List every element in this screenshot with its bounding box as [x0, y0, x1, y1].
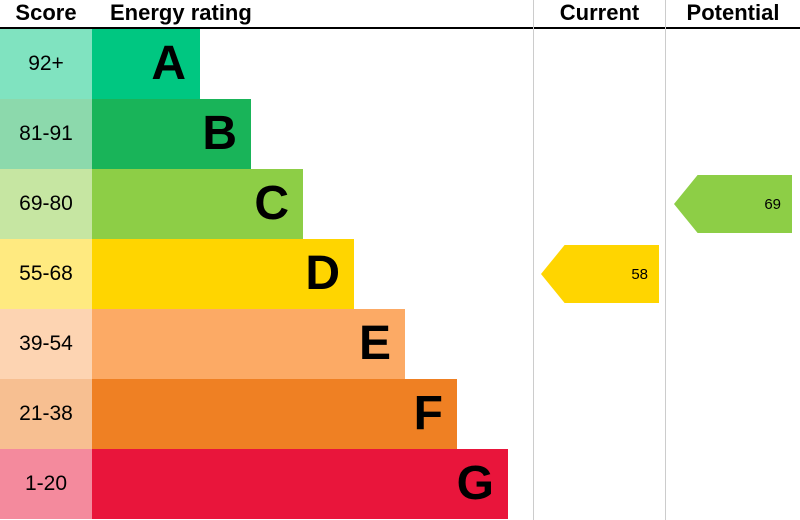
band-row-f: 21-38 F [0, 379, 533, 449]
band-bar-b: B [92, 99, 251, 169]
band-row-c: 69-80 C [0, 169, 533, 239]
energy-rating-column-header: Energy rating [110, 0, 252, 25]
band-bar-a: A [92, 29, 200, 99]
band-letter: A [151, 37, 186, 90]
band-row-d: 55-68 D [0, 239, 533, 309]
current-rating-arrow: 58 [541, 245, 659, 303]
band-letter: G [456, 457, 494, 510]
band-bar-f: F [92, 379, 457, 449]
score-column-header: Score [15, 0, 77, 25]
band-row-g: 1-20 G [0, 449, 533, 519]
current-rating-value: 58 [631, 265, 648, 283]
band-bar-g: G [92, 449, 508, 519]
band-score-range: 81-91 [0, 99, 92, 169]
band-score-range: 21-38 [0, 379, 92, 449]
band-letter: F [413, 387, 443, 440]
band-letter: E [358, 317, 391, 370]
potential-rating-arrow: 69 [674, 175, 792, 233]
band-score-range: 92+ [0, 29, 92, 99]
column-divider [665, 0, 666, 520]
band-row-e: 39-54 E [0, 309, 533, 379]
band-bar-e: E [92, 309, 405, 379]
potential-rating-value: 69 [764, 195, 781, 213]
band-letter: C [254, 177, 289, 230]
band-letter: D [305, 247, 340, 300]
band-score-range: 55-68 [0, 239, 92, 309]
band-letter: B [202, 107, 237, 160]
band-bar-c: C [92, 169, 303, 239]
band-row-a: 92+ A [0, 29, 533, 99]
chart-header: Score Energy rating Current Potential [0, 0, 800, 29]
band-score-range: 69-80 [0, 169, 92, 239]
band-score-range: 39-54 [0, 309, 92, 379]
band-score-range: 1-20 [0, 449, 92, 519]
band-bar-d: D [92, 239, 354, 309]
rating-bands: 92+ A 81-91 B 69-80 C 55-68 D 39-54 E 21-38 F 1-20 G [0, 29, 533, 519]
column-divider [533, 0, 534, 520]
current-column-header: Current [559, 0, 640, 25]
potential-column-header: Potential [686, 0, 780, 25]
band-row-b: 81-91 B [0, 99, 533, 169]
